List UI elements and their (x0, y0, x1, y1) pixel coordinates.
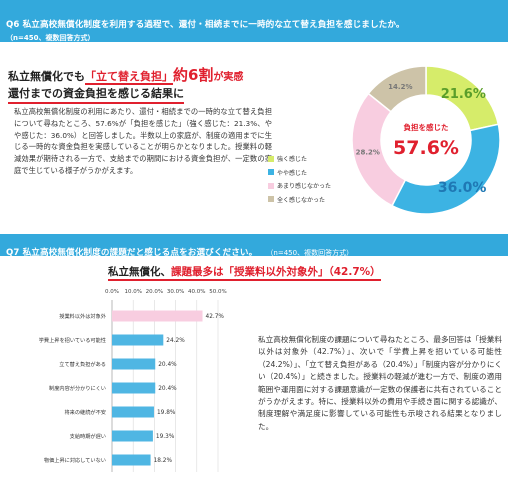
category-label: 支給時期が遅い (70, 432, 106, 440)
bar (112, 430, 153, 442)
q7-chart-title: 私立無償化、課題最多は「授業料以外対象外」（42.7%） (108, 264, 381, 281)
x-tick-label: 20.0% (146, 289, 163, 295)
q6-sample: （n=450、複数回答方式） (6, 34, 95, 42)
headline-1-part-a: 私立無償化でも (8, 70, 85, 83)
legend-swatch (268, 196, 274, 203)
headline-1-part-d: が実感 (213, 72, 244, 83)
x-tick-label: 10.0% (124, 289, 141, 295)
q7-sample: （n=450、複数回答方式） (266, 249, 354, 257)
q6-legend: 強く感じた やや感じた あまり感じなかった 全く感じなかった (268, 152, 331, 206)
x-tick-label: 40.0% (188, 289, 205, 295)
legend-swatch (268, 182, 274, 189)
x-tick-label: 50.0% (209, 289, 226, 295)
legend-label: 全く感じなかった (277, 196, 326, 204)
bar-value-label: 19.8% (157, 410, 176, 416)
q7-header: Q7 私立高校無償化制度の課題だと感じる点をお選びください。 （n=450、複数… (0, 234, 508, 258)
category-label: 物価上昇に対応していない (44, 456, 106, 464)
legend-swatch (268, 155, 274, 162)
q6-body-text: 私立高校無償化制度の利用にあたり、還付・相続までの一時的な立て替え負担について尋… (14, 107, 272, 175)
category-label: 学費上昇を招いている可能性 (39, 336, 106, 344)
bar (112, 334, 164, 346)
category-label: 将来の継続が不安 (64, 408, 106, 416)
bar (112, 382, 156, 394)
bar-value-label: 42.7% (206, 314, 225, 320)
donut-center-label: 負担を感じた (404, 122, 449, 132)
bar (112, 454, 151, 466)
q7-question: Q7 私立高校無償化制度の課題だと感じる点をお選びください。 (6, 248, 258, 258)
q7-title-part-b: 課題最多は「授業料以外対象外」（42.7%） (171, 266, 381, 278)
donut-slice (367, 65, 427, 113)
q7-body-text: 私立高校無償化制度の課題について尋ねたところ、最多回答は「授業料以外は対象外（4… (258, 335, 502, 431)
legend-item: あまり感じなかった (268, 179, 331, 193)
bar (112, 310, 203, 322)
headline-1-part-c: 約6割 (173, 66, 214, 84)
donut-slice (390, 123, 501, 215)
bar (112, 358, 156, 370)
category-label: 授業料以外は対象外 (59, 312, 106, 320)
bar-value-label: 18.2% (154, 458, 173, 464)
headline-1-line-2: 還付までの資金負担を感じる結果に (8, 85, 184, 104)
bar-value-label: 19.3% (156, 434, 175, 440)
bar-value-label: 20.4% (158, 362, 177, 368)
legend-label: やや感じた (277, 169, 308, 177)
q7-title-part-a: 私立無償化、 (108, 266, 171, 278)
bar-value-label: 20.4% (158, 386, 177, 392)
legend-label: 強く感じた (277, 156, 308, 164)
donut-slice-label: 14.2% (388, 83, 412, 91)
headline-1-part-b: 「立て替え負担」 (85, 70, 173, 83)
legend-label: あまり感じなかった (277, 183, 332, 191)
donut-center-value: 57.6% (393, 137, 459, 159)
q7-bar-chart: 0.0% 10.0% 20.0% 30.0% 40.0% 50.0% 授業料以外は対象外 4… (39, 289, 227, 472)
bar (112, 406, 154, 418)
q6-question: Q6 私立高校無償化制度を利用する過程で、還付・相続までに一時的な立て替え負担を… (6, 20, 405, 30)
headline-1: 私立無償化でも「立て替え負担」約6割が実感 (8, 64, 243, 85)
x-tick-label: 0.0% (105, 289, 119, 295)
legend-item: 全く感じなかった (268, 193, 331, 207)
legend-item: 強く感じた (268, 152, 331, 166)
legend-item: やや感じた (268, 166, 331, 180)
bar-value-label: 24.2% (166, 338, 185, 344)
q6-donut-chart: 負担を感じた 57.6% 21.6% 36.0% 28.2% 14.2% (351, 65, 501, 215)
donut-slice-label: 21.6% (441, 87, 486, 102)
category-label: 制度内容が分かりにくい (49, 384, 106, 392)
category-label: 立て替え負担がある (59, 360, 106, 368)
q6-header: Q6 私立高校無償化制度を利用する過程で、還付・相続までに一時的な立て替え負担を… (0, 0, 508, 42)
donut-slice-label: 36.0% (438, 180, 487, 196)
donut-slice-label: 28.2% (356, 149, 380, 157)
legend-swatch (268, 169, 274, 176)
x-tick-label: 30.0% (167, 289, 184, 295)
